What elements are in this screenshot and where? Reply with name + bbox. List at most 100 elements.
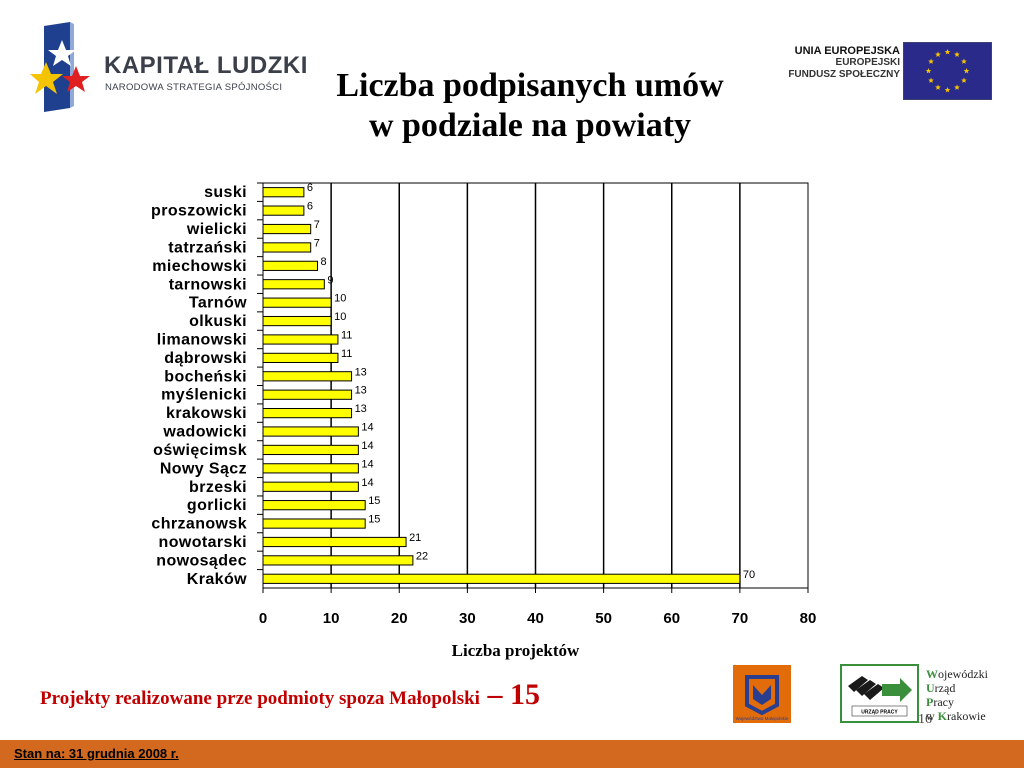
wup-logo-icon: URZĄD PRACY xyxy=(840,664,919,723)
data-label: 14 xyxy=(361,477,373,489)
page-number: 16 xyxy=(918,712,932,727)
x-tick-label: 40 xyxy=(527,610,544,627)
category-label: miechowski xyxy=(152,258,247,275)
bar xyxy=(262,573,741,584)
bar xyxy=(262,371,353,382)
category-label: Nowy Sącz xyxy=(160,460,247,477)
footnote-dash: – xyxy=(479,678,510,711)
footnote-number: 15 xyxy=(509,678,540,711)
bar xyxy=(262,260,318,271)
footnote-text: Projekty realizowane prze podmioty spoza… xyxy=(40,688,480,709)
data-label: 6 xyxy=(307,201,313,213)
data-label: 9 xyxy=(327,274,333,286)
malopolska-logo-icon: Województwo Małopolskie xyxy=(733,665,791,723)
bottom-bar: Stan na: 31 grudnia 2008 r. xyxy=(0,740,1024,768)
x-tick-label: 70 xyxy=(732,610,749,627)
malopolska-badge: Województwo Małopolskie xyxy=(736,716,789,721)
bar xyxy=(262,500,366,511)
category-label: nowotarski xyxy=(159,534,247,551)
wup-line-3: Pracy xyxy=(926,695,954,709)
x-tick-label: 30 xyxy=(459,610,476,627)
data-label: 14 xyxy=(361,458,373,470)
eu-star-icon xyxy=(935,51,941,57)
eu-star-icon xyxy=(954,84,960,90)
eu-logo-text: UNIA EUROPEJSKA EUROPEJSKI FUNDUSZ SPOŁE… xyxy=(760,45,900,81)
category-label: gorlicki xyxy=(187,497,247,514)
category-label: dąbrowski xyxy=(164,350,247,367)
data-label: 22 xyxy=(416,550,428,562)
category-label: oświęcimsk xyxy=(153,442,247,459)
bar xyxy=(262,352,339,363)
wup-name: Wojewódzki Urząd Pracy w Krakowie xyxy=(926,667,988,723)
category-label: olkuski xyxy=(189,313,247,330)
bar xyxy=(262,187,305,198)
eu-star-icon xyxy=(925,68,932,74)
category-label: myślenicki xyxy=(161,387,247,404)
kapital-ludzki-logo: KAPITAŁ LUDZKI NARODOWA STRATEGIA SPÓJNO… xyxy=(30,22,307,117)
eu-star-icon xyxy=(961,77,967,83)
data-label: 15 xyxy=(368,514,380,526)
x-tick-label: 50 xyxy=(595,610,612,627)
kapital-ludzki-name: KAPITAŁ LUDZKI xyxy=(104,52,308,79)
data-label: 14 xyxy=(361,422,373,434)
bar xyxy=(262,205,305,216)
category-label: wadowicki xyxy=(162,424,247,441)
data-label: 21 xyxy=(409,532,421,544)
category-label: tarnowski xyxy=(169,276,247,293)
data-label: 13 xyxy=(355,403,367,415)
data-label: 11 xyxy=(341,329,352,341)
eu-star-icon xyxy=(961,58,967,64)
bar xyxy=(262,555,414,566)
data-label: 10 xyxy=(334,311,346,323)
as-of-date: Stan na: 31 grudnia 2008 r. xyxy=(14,746,179,761)
data-label: 6 xyxy=(307,182,313,194)
eu-flag-icon xyxy=(903,42,992,100)
slide-title-line-1: Liczba podpisanych umów xyxy=(336,67,724,104)
category-label: suski xyxy=(204,184,247,201)
x-axis-title: Liczba projektów xyxy=(452,641,580,660)
eu-star-icon xyxy=(928,58,934,64)
bar-chart: 0 10 20 30 40 50 60 70 80 6 suski 6 proszowicki 7 wiel… xyxy=(151,182,817,660)
category-label: Kraków xyxy=(187,571,247,588)
eu-title: UNIA EUROPEJSKA xyxy=(794,45,900,57)
category-label: chrzanowsk xyxy=(151,516,247,533)
data-label: 15 xyxy=(368,495,380,507)
wup-line-4: w Krakowie xyxy=(926,709,986,723)
data-label: 10 xyxy=(334,293,346,305)
bar xyxy=(262,315,332,327)
bar xyxy=(262,408,353,419)
category-label: Tarnów xyxy=(189,295,247,312)
eu-star-icon xyxy=(944,87,951,93)
bar xyxy=(262,444,359,456)
bar xyxy=(262,536,407,548)
category-label: tatrzański xyxy=(168,239,247,256)
category-label: brzeski xyxy=(189,479,247,496)
bar xyxy=(262,463,359,474)
wup-line-1: Wojewódzki xyxy=(926,667,988,681)
eu-star-icon xyxy=(944,49,951,55)
category-label: krakowski xyxy=(166,405,247,422)
eu-star-icon xyxy=(928,77,934,83)
eu-line-1: EUROPEJSKI xyxy=(835,57,900,68)
bar xyxy=(262,481,359,492)
kapital-ludzki-mark-icon xyxy=(30,22,90,112)
data-label: 8 xyxy=(321,256,327,268)
wup-line-2: Urząd xyxy=(926,681,956,695)
bar xyxy=(262,223,312,235)
bar xyxy=(262,334,339,345)
footnote: Projekty realizowane prze podmioty spoza… xyxy=(40,678,540,712)
eu-star-icon xyxy=(935,84,941,90)
x-tick-label: 10 xyxy=(323,610,340,627)
data-label: 13 xyxy=(355,366,367,378)
bar xyxy=(262,389,353,400)
bar xyxy=(262,426,359,437)
data-label: 7 xyxy=(314,219,320,231)
eu-line-2: FUNDUSZ SPOŁECZNY xyxy=(788,69,900,80)
category-label: wielicki xyxy=(186,221,247,238)
x-tick-label: 80 xyxy=(800,610,817,627)
slide-title: Liczba podpisanych umów w podziale na po… xyxy=(240,66,820,146)
bar xyxy=(262,518,366,529)
category-label: proszowicki xyxy=(151,203,247,220)
category-label: nowosądec xyxy=(156,552,247,569)
category-label: limanowski xyxy=(157,331,247,348)
